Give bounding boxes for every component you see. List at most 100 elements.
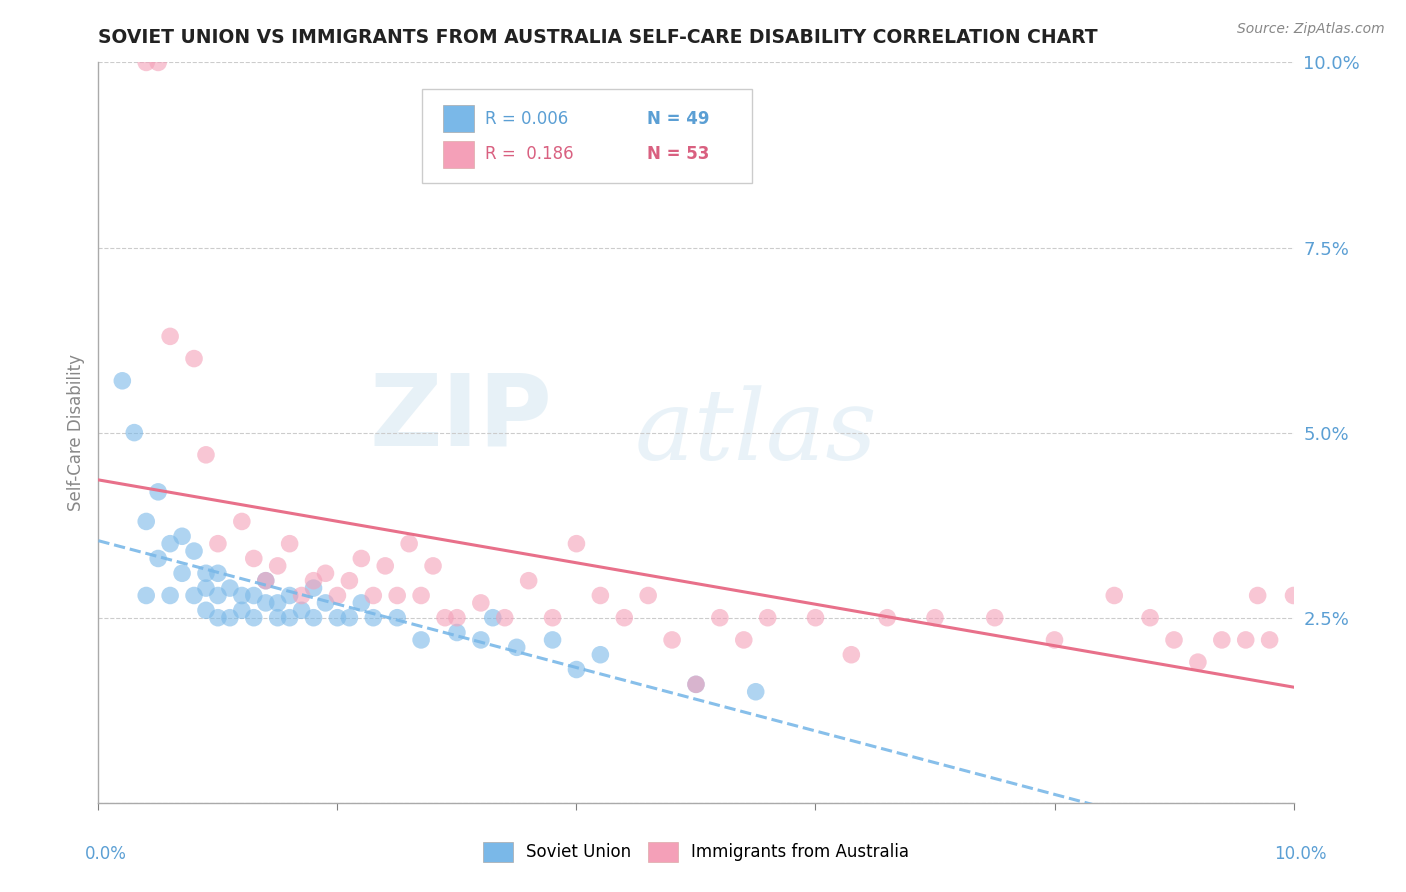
Point: [267, 558, 290, 573]
Point: [1187, 655, 1209, 669]
Point: [243, 551, 266, 566]
Point: [470, 632, 492, 647]
Point: [756, 610, 779, 624]
Point: [385, 610, 409, 624]
Point: [589, 648, 612, 662]
Point: [1258, 632, 1281, 647]
Point: [565, 663, 588, 677]
Point: [685, 677, 707, 691]
Point: [207, 536, 229, 550]
Point: [135, 589, 157, 603]
Point: [183, 589, 205, 603]
Point: [124, 425, 146, 440]
Point: [135, 55, 157, 70]
Point: [350, 551, 373, 566]
Text: atlas: atlas: [634, 385, 877, 480]
Point: [637, 589, 659, 603]
Point: [541, 610, 564, 624]
Point: [1247, 589, 1270, 603]
Point: [841, 648, 863, 662]
Point: [195, 566, 218, 581]
Point: [685, 677, 707, 691]
Text: ZIP: ZIP: [370, 369, 553, 467]
Point: [148, 551, 170, 566]
Point: [302, 581, 325, 595]
Point: [207, 589, 229, 603]
Point: [1211, 632, 1233, 647]
Point: [733, 632, 755, 647]
Point: [422, 558, 444, 573]
Point: [243, 610, 266, 624]
Point: [254, 574, 277, 588]
Point: [339, 574, 361, 588]
Point: [1104, 589, 1126, 603]
Point: [589, 589, 612, 603]
Point: [302, 610, 325, 624]
Point: [148, 484, 170, 499]
Point: [315, 596, 337, 610]
Point: [494, 610, 516, 624]
Point: [183, 351, 205, 366]
Point: [565, 536, 588, 550]
Point: [278, 610, 301, 624]
Point: [159, 536, 181, 550]
Text: 0.0%: 0.0%: [84, 845, 127, 863]
Point: [231, 589, 253, 603]
Point: [148, 55, 170, 70]
Point: [135, 515, 157, 529]
Point: [804, 610, 827, 624]
Point: [254, 596, 277, 610]
Point: [207, 566, 229, 581]
Point: [219, 581, 242, 595]
Y-axis label: Self-Care Disability: Self-Care Disability: [66, 354, 84, 511]
Legend: Soviet Union, Immigrants from Australia: Soviet Union, Immigrants from Australia: [477, 835, 915, 869]
Point: [195, 448, 218, 462]
Point: [159, 329, 181, 343]
Point: [172, 566, 194, 581]
Point: [541, 632, 564, 647]
Point: [385, 589, 409, 603]
Point: [363, 610, 385, 624]
Point: [159, 589, 181, 603]
Text: R =  0.186: R = 0.186: [485, 145, 574, 163]
Point: [195, 581, 218, 595]
Point: [876, 610, 898, 624]
Point: [315, 566, 337, 581]
Point: [231, 515, 253, 529]
Text: Source: ZipAtlas.com: Source: ZipAtlas.com: [1237, 22, 1385, 37]
Point: [517, 574, 540, 588]
Text: SOVIET UNION VS IMMIGRANTS FROM AUSTRALIA SELF-CARE DISABILITY CORRELATION CHART: SOVIET UNION VS IMMIGRANTS FROM AUSTRALI…: [98, 28, 1098, 47]
Point: [661, 632, 683, 647]
Point: [111, 374, 134, 388]
Point: [1163, 632, 1185, 647]
Point: [709, 610, 731, 624]
Point: [374, 558, 396, 573]
Point: [745, 685, 768, 699]
Point: [434, 610, 457, 624]
Point: [482, 610, 505, 624]
Point: [267, 596, 290, 610]
Point: [398, 536, 420, 550]
Point: [470, 596, 492, 610]
Text: N = 53: N = 53: [647, 145, 709, 163]
Point: [326, 589, 349, 603]
Point: [243, 589, 266, 603]
Point: [506, 640, 529, 655]
Point: [363, 589, 385, 603]
Point: [1234, 632, 1257, 647]
Point: [1282, 589, 1305, 603]
Point: [984, 610, 1007, 624]
Point: [446, 625, 468, 640]
Point: [278, 536, 301, 550]
Point: [613, 610, 636, 624]
Point: [339, 610, 361, 624]
Point: [302, 574, 325, 588]
Point: [231, 603, 253, 617]
Point: [291, 589, 314, 603]
Text: N = 49: N = 49: [647, 110, 709, 128]
Point: [291, 603, 314, 617]
Point: [278, 589, 301, 603]
Point: [219, 610, 242, 624]
Point: [195, 603, 218, 617]
Point: [207, 610, 229, 624]
